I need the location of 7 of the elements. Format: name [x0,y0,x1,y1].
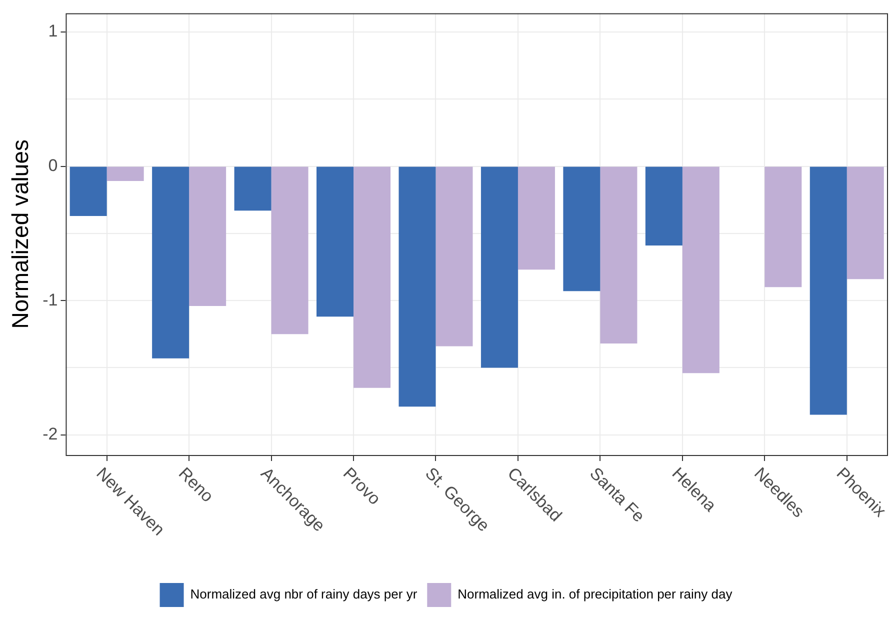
y-tick-label: -2 [42,424,58,444]
legend-label: Normalized avg in. of precipitation per rainy day [458,586,733,602]
legend-label: Normalized avg nbr of rainy days per yr [190,586,418,602]
y-axis-title: Normalized values [7,140,34,329]
y-tick-label: -1 [42,290,58,310]
y-tick-label: 0 [48,156,58,175]
y-tick-label: 1 [48,22,58,41]
